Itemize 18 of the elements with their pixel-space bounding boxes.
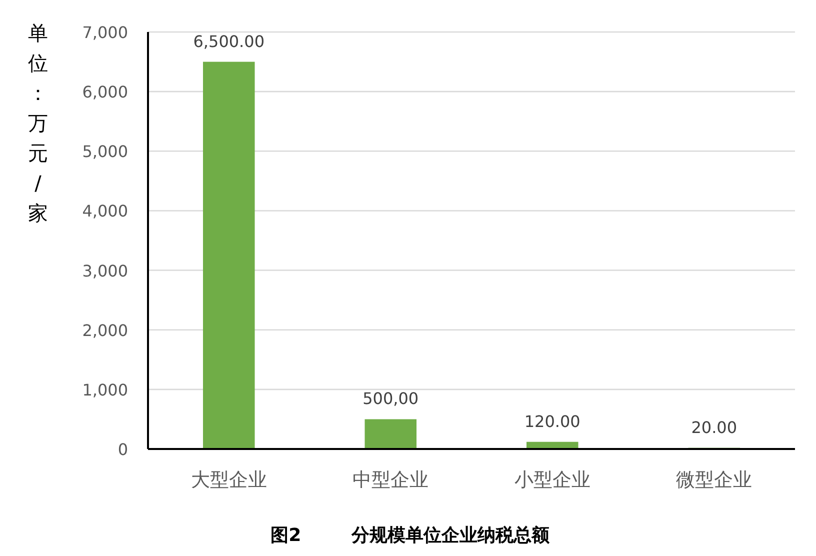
data-label: 20.00: [691, 418, 738, 437]
y-axis-title: 单位：万元/家: [28, 21, 48, 225]
y-tick-label: 0: [118, 440, 128, 459]
y-tick-label: 6,000: [82, 82, 128, 102]
y-tick-label: 3,000: [82, 261, 128, 280]
text: 图2 分规模单位企业纳税总额: [270, 525, 550, 546]
y-tick-label: 2,000: [82, 320, 128, 340]
x-tick-label: 大型企业: [190, 469, 267, 491]
y-tick-label: 7,000: [82, 23, 128, 42]
y-tick-label: 1,000: [82, 380, 128, 400]
x-tick-label: 微型企业: [676, 469, 752, 491]
y-tick-label: 4,000: [82, 202, 128, 221]
data-label: 500,00: [362, 389, 419, 408]
x-tick-label: 小型企业: [514, 469, 590, 491]
y-tick-label: 5,000: [82, 142, 128, 162]
data-label: 6,500.00: [193, 32, 264, 51]
x-tick-label: 中型企业: [352, 469, 429, 491]
data-label: 120.00: [524, 412, 580, 431]
